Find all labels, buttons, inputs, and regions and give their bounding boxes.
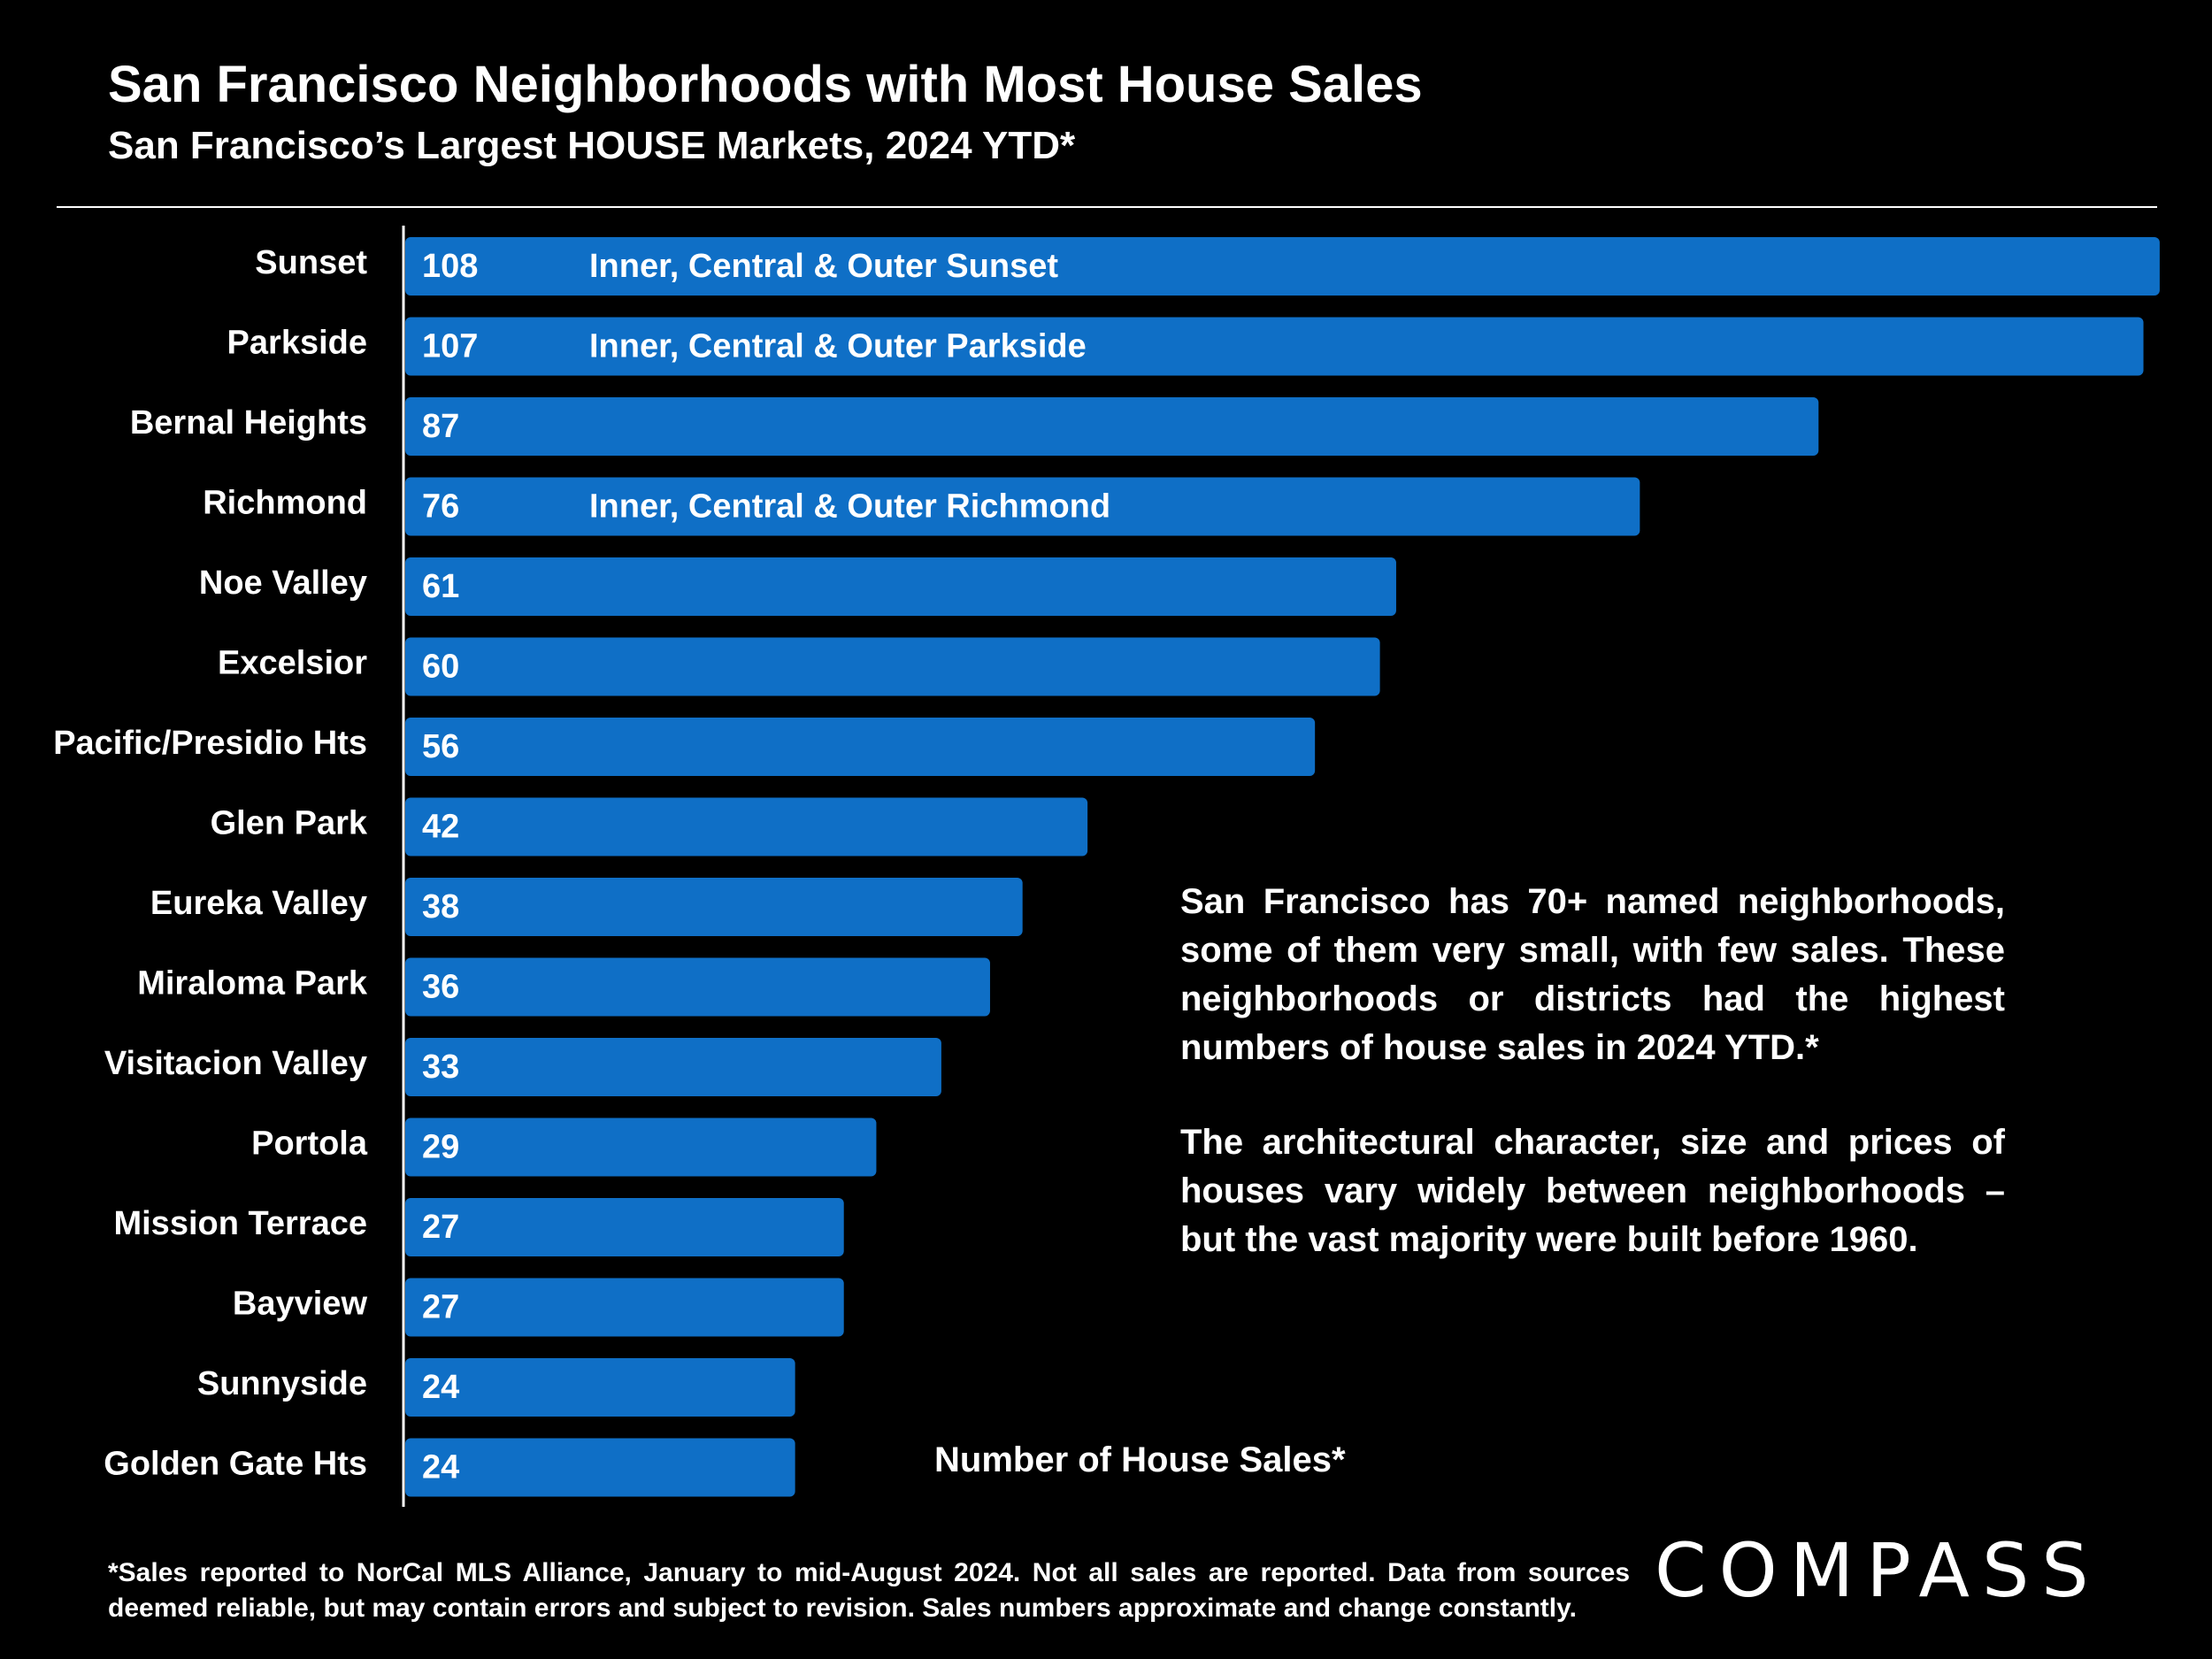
bar-miraloma-park: [405, 957, 990, 1017]
value-label-glen-park: 42: [422, 809, 459, 846]
explanation-note: San Francisco has 70+ named neighborhood…: [1180, 878, 2005, 1310]
value-label-sunnyside: 24: [422, 1369, 459, 1406]
category-label-mission-terrace: Mission Terrace: [113, 1205, 367, 1242]
category-label-bayview: Bayview: [233, 1286, 368, 1323]
bar-mission-terrace: [405, 1198, 844, 1256]
category-label-miraloma-park: Miraloma Park: [137, 965, 368, 1002]
bar-visitacion-valley: [405, 1038, 941, 1096]
footnote: *Sales reported to NorCal MLS Alliance, …: [108, 1558, 1630, 1623]
chart-title: San Francisco Neighborhoods with Most Ho…: [108, 56, 1423, 113]
value-label-portola: 29: [422, 1129, 459, 1166]
bar-portola: [405, 1118, 877, 1177]
bar-excelsior: [405, 637, 1380, 696]
value-label-visitacion-valley: 33: [422, 1048, 459, 1086]
category-label-pacific-presidio-hts: Pacific/Presidio Hts: [53, 725, 367, 762]
category-label-bernal-heights: Bernal Heights: [130, 404, 367, 442]
category-label-excelsior: Excelsior: [218, 645, 367, 682]
category-label-richmond: Richmond: [203, 485, 367, 522]
value-label-mission-terrace: 27: [422, 1209, 459, 1246]
bar-pacific-presidio-hts: [405, 718, 1316, 776]
value-label-bayview: 27: [422, 1289, 459, 1326]
bar-eureka-valley: [405, 878, 1023, 936]
value-label-golden-gate-hts: 24: [422, 1449, 459, 1486]
category-label-parkside: Parkside: [227, 325, 367, 362]
value-label-eureka-valley: 38: [422, 888, 459, 926]
compass-logo: COMPASS: [1655, 1527, 2101, 1614]
bar-parkside: [405, 317, 2144, 376]
category-label-visitacion-valley: Visitacion Valley: [104, 1045, 367, 1082]
category-label-sunset: Sunset: [255, 244, 367, 281]
value-label-miraloma-park: 36: [422, 969, 459, 1006]
bar-bayview: [405, 1278, 844, 1337]
bar-golden-gate-hts: [405, 1438, 795, 1497]
value-label-excelsior: 60: [422, 649, 459, 686]
bar-annotation-richmond: Inner, Central & Outer Richmond: [589, 488, 1110, 526]
bar-annotation-sunset: Inner, Central & Outer Sunset: [589, 248, 1058, 285]
bar-noe-valley: [405, 557, 1396, 616]
bar-sunnyside: [405, 1358, 795, 1417]
value-label-noe-valley: 61: [422, 568, 459, 605]
note-paragraph-1: San Francisco has 70+ named neighborhood…: [1180, 882, 2005, 1067]
bar-annotation-parkside: Inner, Central & Outer Parkside: [589, 328, 1087, 365]
value-label-sunset: 108: [422, 248, 478, 285]
category-label-golden-gate-hts: Golden Gate Hts: [104, 1446, 367, 1483]
category-label-noe-valley: Noe Valley: [199, 565, 367, 602]
bar-sunset: [405, 237, 2160, 296]
chart-subtitle: San Francisco’s Largest HOUSE Markets, 2…: [108, 124, 1076, 167]
value-label-richmond: 76: [422, 488, 459, 526]
category-label-glen-park: Glen Park: [211, 805, 368, 842]
bar-glen-park: [405, 797, 1088, 856]
bar-bernal-heights: [405, 397, 1819, 456]
category-label-sunnyside: Sunnyside: [197, 1365, 367, 1402]
value-label-parkside: 107: [422, 328, 478, 365]
value-label-pacific-presidio-hts: 56: [422, 728, 459, 765]
category-label-eureka-valley: Eureka Valley: [150, 885, 367, 922]
bar-richmond: [405, 477, 1640, 536]
header-divider: [57, 206, 2157, 208]
note-paragraph-2: The architectural character, size and pr…: [1180, 1123, 2005, 1259]
value-label-bernal-heights: 87: [422, 408, 459, 445]
category-label-portola: Portola: [251, 1125, 368, 1163]
x-axis-title: Number of House Sales*: [934, 1440, 1346, 1479]
